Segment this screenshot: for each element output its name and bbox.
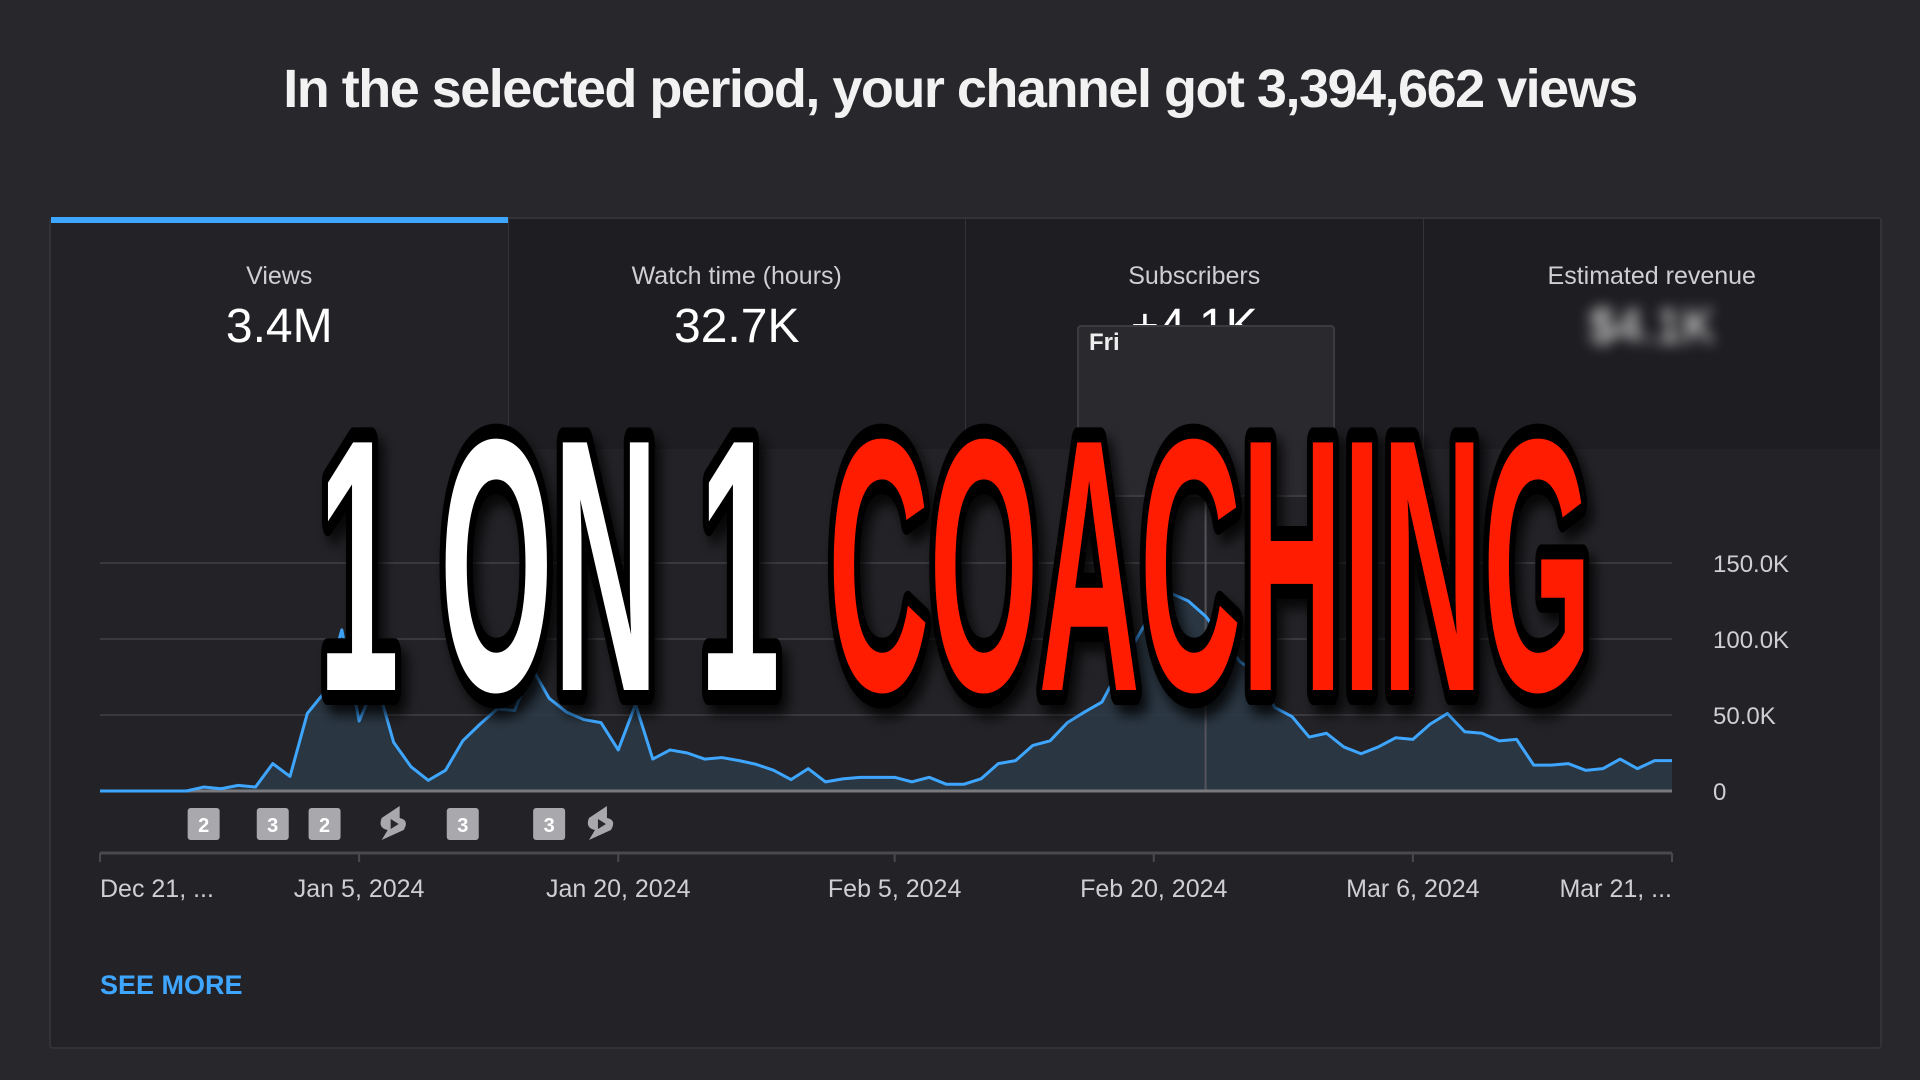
video-count-label: 2 <box>319 815 330 837</box>
video-count-badge <box>256 808 289 840</box>
x-tick-label: Feb 20, 2024 <box>1080 875 1227 903</box>
shorts-play-icon <box>597 819 606 829</box>
tab-views[interactable]: Views 3.4M <box>51 217 509 449</box>
tab-label: Views <box>246 262 313 290</box>
video-count-badge <box>308 808 341 840</box>
selected-tab-indicator <box>51 217 508 223</box>
tab-value: 3.4M <box>225 300 333 353</box>
y-tick-label: 0 <box>1713 779 1726 806</box>
x-tick-label: Dec 21, ... <box>100 875 214 903</box>
area-fill <box>100 593 1672 791</box>
video-count-label: 3 <box>544 815 555 837</box>
tab-watch-time[interactable]: Watch time (hours) 32.7K <box>508 219 966 449</box>
shorts-play-icon <box>390 819 399 829</box>
x-tick-label: Mar 6, 2024 <box>1346 875 1480 903</box>
tab-label: Subscribers <box>1128 262 1261 290</box>
tab-value-blurred: $4.1K <box>1589 300 1715 353</box>
chart-tooltip: Fri <box>1077 325 1335 497</box>
video-count-label: 3 <box>267 815 278 837</box>
video-count-badge <box>533 808 566 840</box>
tab-label: Watch time (hours) <box>631 262 842 290</box>
video-count-badge <box>187 808 220 840</box>
video-count-badge <box>446 808 479 840</box>
y-tick-label: 50.0K <box>1713 703 1776 730</box>
y-tick-label: 100.0K <box>1713 627 1789 654</box>
x-tick-label: Jan 5, 2024 <box>294 875 425 903</box>
video-count-label: 3 <box>457 815 468 837</box>
video-count-label: 2 <box>198 815 209 837</box>
metric-tabs: Views 3.4M Watch time (hours) 32.7K Subs… <box>51 217 1880 449</box>
page-headline: In the selected period, your channel got… <box>283 59 1638 119</box>
tab-label: Estimated revenue <box>1547 262 1756 290</box>
tab-estimated-revenue[interactable]: Estimated revenue $4.1K <box>1423 219 1880 449</box>
x-tick-label: Feb 5, 2024 <box>828 875 962 903</box>
tooltip-date: Fri <box>1089 329 1120 356</box>
tab-value: 32.7K <box>674 300 800 353</box>
series-line <box>100 591 1672 793</box>
analytics-panel: Views 3.4M Watch time (hours) 32.7K Subs… <box>49 217 1882 1049</box>
x-tick-label: Mar 21, ... <box>1559 875 1672 903</box>
y-tick-label: 150.0K <box>1713 551 1789 578</box>
x-tick-label: Jan 20, 2024 <box>546 875 691 903</box>
see-more-link[interactable]: SEE MORE <box>100 970 243 1000</box>
